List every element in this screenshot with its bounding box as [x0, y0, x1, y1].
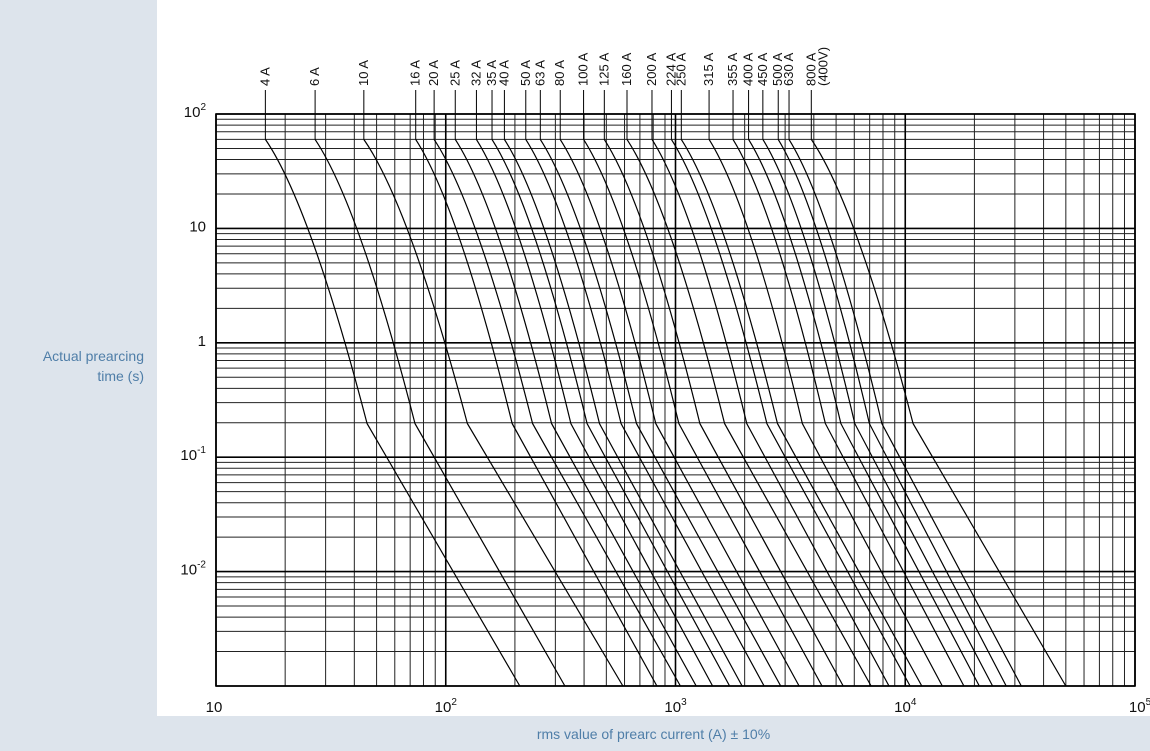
fuse-curve: [433, 139, 681, 687]
x-tick-label: 10: [206, 699, 223, 716]
fuse-curve: [762, 139, 994, 687]
y-axis-label: Actual prearcing time (s): [42, 348, 144, 384]
y-tick-label: 10-1: [180, 445, 206, 464]
fuse-rating-label: 100 A: [576, 52, 591, 86]
fuse-rating-label: 20 A: [426, 60, 441, 86]
y-tick-label: 102: [184, 102, 207, 121]
grid-major: [215, 113, 1136, 687]
fuse-rating-label: 630 A: [781, 52, 796, 86]
fuse-rating-label: 16 A: [408, 60, 423, 86]
fuse-curve: [680, 139, 923, 687]
fuse-curve: [651, 139, 890, 687]
fuse-curve: [708, 139, 943, 687]
fuse-curve: [810, 139, 1067, 687]
tick-labels: 10 102 103 104 105 102 10 1 10-1 10-2: [180, 102, 1150, 716]
fuse-curve: [525, 139, 765, 687]
fuse-rating-label: 80 A: [552, 60, 567, 86]
fuse-curve: [503, 139, 743, 687]
fuse-curve: [415, 139, 658, 687]
fuse-rating-label: 250 A: [673, 52, 688, 86]
plot-frame: [215, 113, 1136, 687]
fuse-curve: [748, 139, 980, 687]
y-tick-label: 10-2: [180, 560, 206, 579]
fuse-rating-label: 224 A: [663, 52, 678, 86]
fuse-rating-label: 450 A: [755, 52, 770, 86]
fuse-curve: [626, 139, 872, 687]
fuse-rating-label: 32 A: [468, 60, 483, 86]
fuse-curve: [788, 139, 1022, 687]
fuse-curve: [454, 139, 697, 687]
fuse-curve: [314, 139, 566, 687]
fuse-curve: [559, 139, 800, 687]
fuse-curve: [603, 139, 844, 687]
x-tick-label: 104: [894, 697, 917, 716]
fuse-rating-label: 35 A: [484, 60, 499, 86]
fuse-rating-label: 500 A: [770, 52, 785, 86]
fuse-rating-label: 160 A: [619, 52, 634, 86]
fuse-curve: [583, 139, 823, 687]
fuse-curve: [539, 139, 782, 687]
y-tick-label: 10: [189, 218, 206, 235]
fuse-curve: [777, 139, 1007, 687]
fuse-rating-label: 40 A: [496, 60, 511, 86]
x-tick-label: 102: [435, 697, 458, 716]
fuse-rating-label: 63 A: [532, 60, 547, 86]
fuse-rating-label: 400 A: [741, 52, 756, 86]
fuse-curve: [363, 139, 624, 687]
fuse-rating-label: 800 A(400V): [803, 47, 830, 86]
fuse-rating-label: 200 A: [644, 52, 659, 86]
x-tick-label: 103: [664, 697, 687, 716]
fuse-curve: [264, 139, 521, 687]
fuse-curve: [670, 139, 911, 687]
x-tick-label: 105: [1129, 697, 1150, 716]
fuse-curve: [491, 139, 731, 687]
x-axis-label: rms value of prearc current (A) ± 10%: [536, 726, 771, 742]
fuse-rating-label: 50 A: [518, 60, 533, 86]
fuse-rating-label: 10 A: [356, 60, 371, 86]
fuse-curve: [732, 139, 965, 687]
fuse-rating-label: 25 A: [447, 60, 462, 86]
fuse-rating-label: 6 A: [307, 67, 322, 86]
y-tick-label: 1: [198, 333, 206, 350]
fuse-rating-label: 355 A: [725, 52, 740, 86]
fuse-rating-label: 315 A: [701, 52, 716, 86]
fuse-rating-label: 4 A: [257, 67, 272, 86]
fuse-curve: [475, 139, 714, 687]
fuse-rating-label: 125 A: [596, 52, 611, 86]
